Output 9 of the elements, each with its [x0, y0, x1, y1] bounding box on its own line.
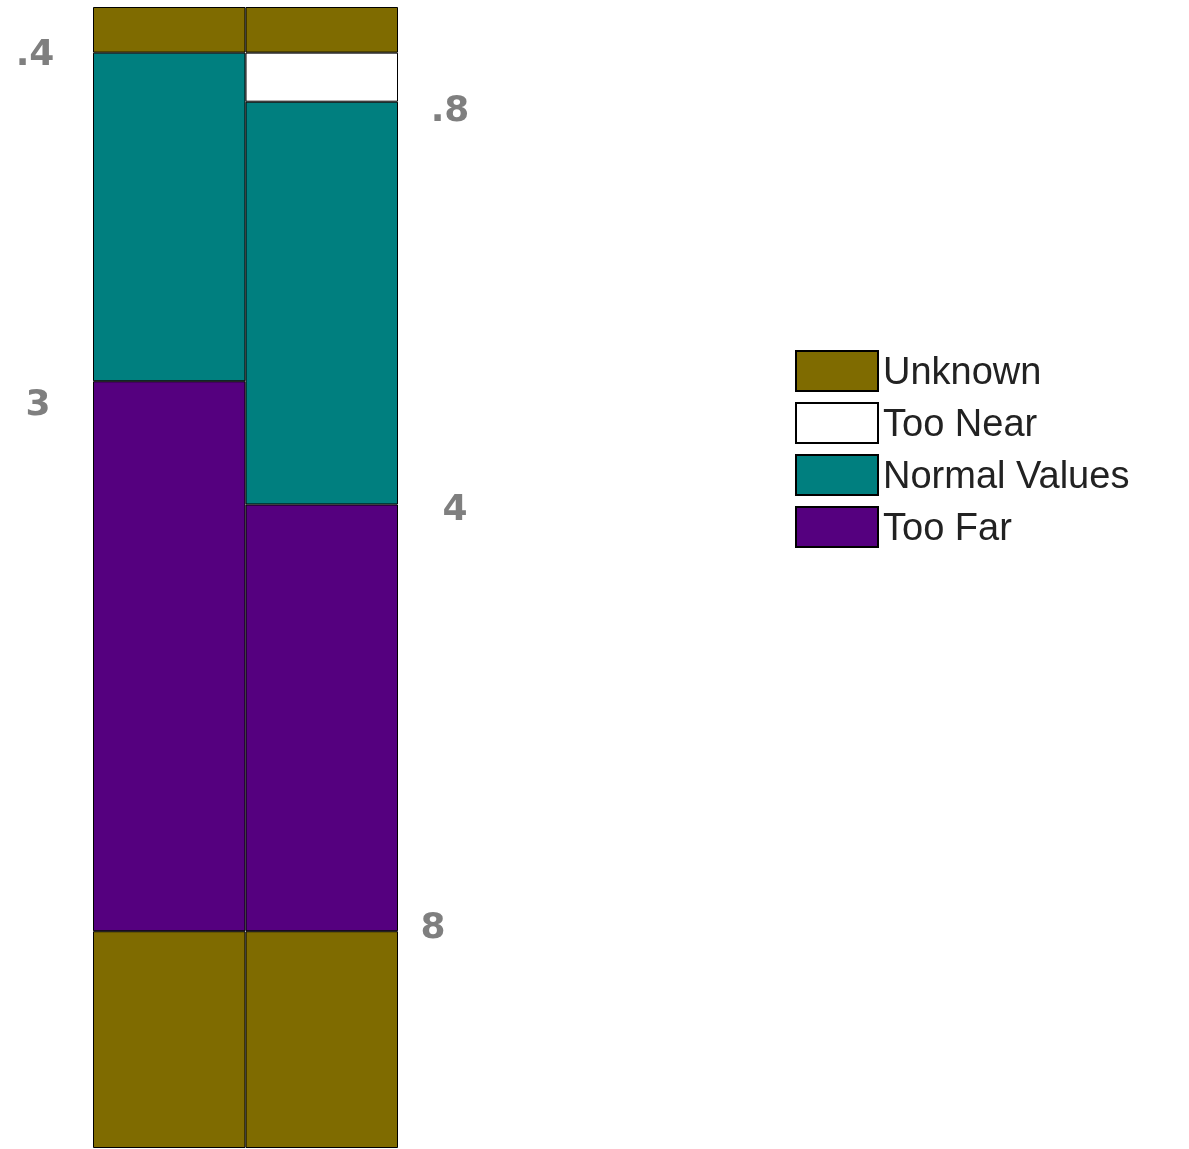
legend-label: Normal Values	[883, 454, 1130, 496]
legend-label: Too Far	[883, 506, 1013, 548]
text: 8	[420, 904, 446, 946]
text: .8	[430, 87, 470, 129]
text: .4	[15, 31, 55, 73]
text: 4	[442, 486, 468, 528]
text: 3	[25, 381, 51, 423]
legend-label: Unknown	[883, 350, 1042, 392]
legend-label: Too Near	[883, 402, 1038, 444]
